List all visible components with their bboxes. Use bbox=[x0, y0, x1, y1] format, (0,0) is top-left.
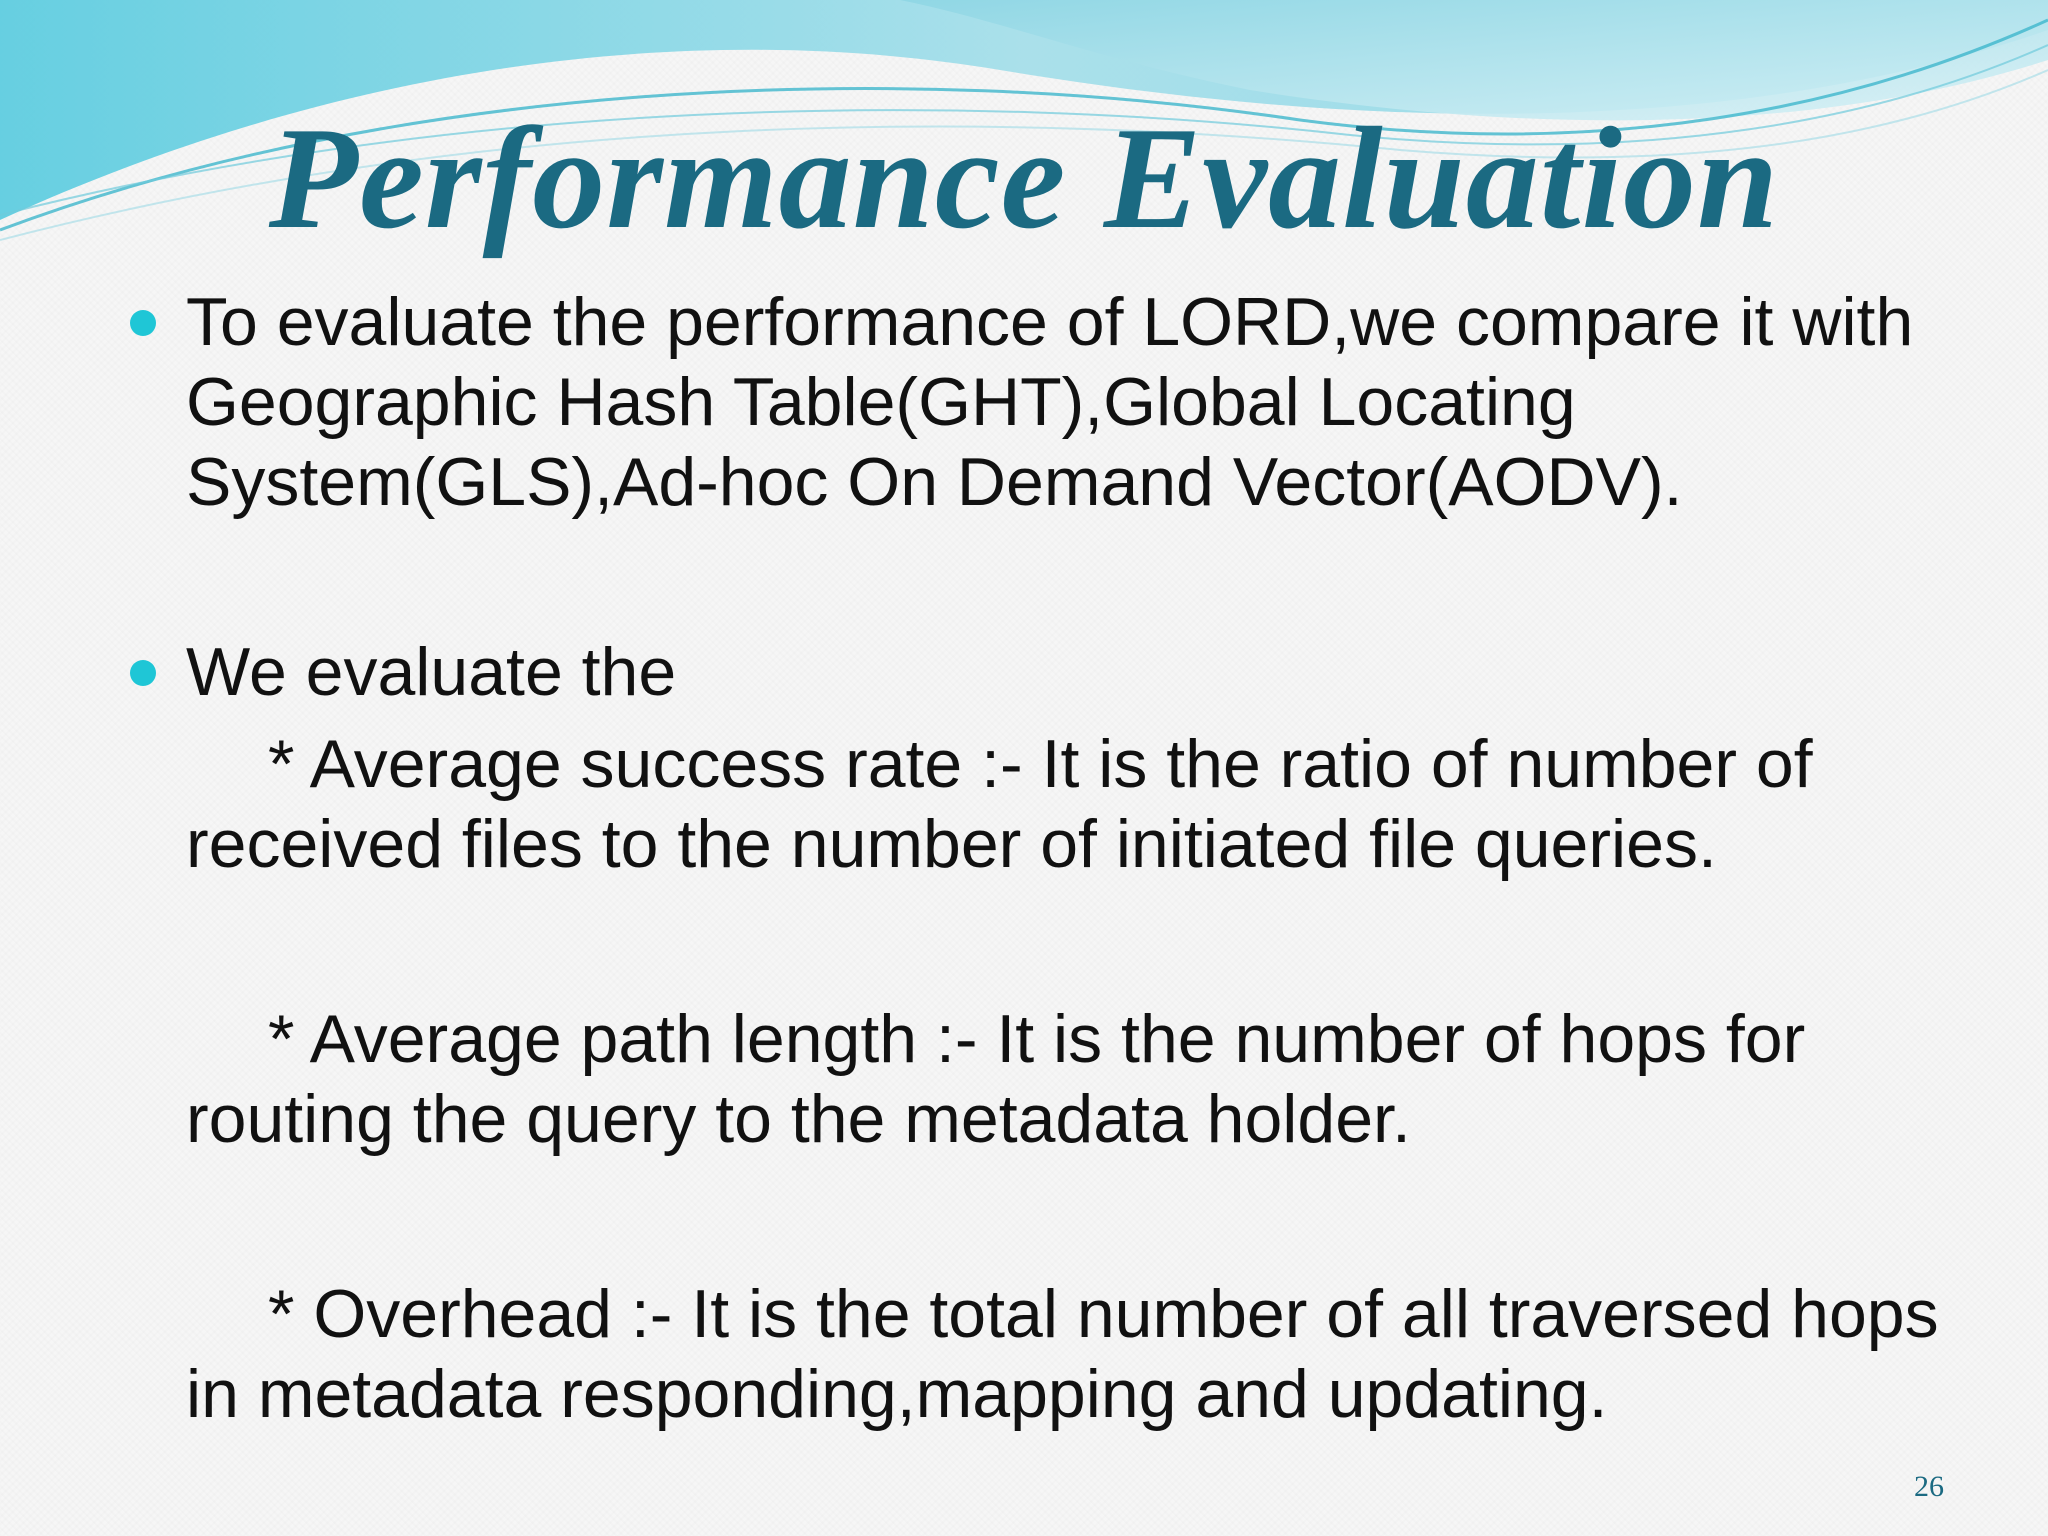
bullet-icon bbox=[130, 310, 156, 336]
bullet-text: We evaluate the bbox=[186, 634, 677, 710]
metric-overhead: * Overhead :- It is the total number of … bbox=[186, 1276, 1939, 1432]
page-number: 26 bbox=[1914, 1470, 1944, 1503]
slide-title: Performance Evaluation bbox=[268, 97, 1780, 259]
header-wave-decoration bbox=[0, 0, 2048, 241]
bullet-text: To evaluate the performance of LORD,we c… bbox=[186, 284, 1914, 520]
metric-average-success-rate: * Average success rate :- It is the rati… bbox=[186, 726, 1813, 882]
slide-body: To evaluate the performance of LORD,we c… bbox=[130, 282, 1986, 1434]
bullet-icon bbox=[130, 660, 156, 686]
bullet-item-comparison: To evaluate the performance of LORD,we c… bbox=[130, 282, 1986, 522]
bullet-item-metrics: We evaluate the bbox=[130, 632, 1986, 712]
metric-average-path-length: * Average path length :- It is the numbe… bbox=[186, 1001, 1806, 1157]
